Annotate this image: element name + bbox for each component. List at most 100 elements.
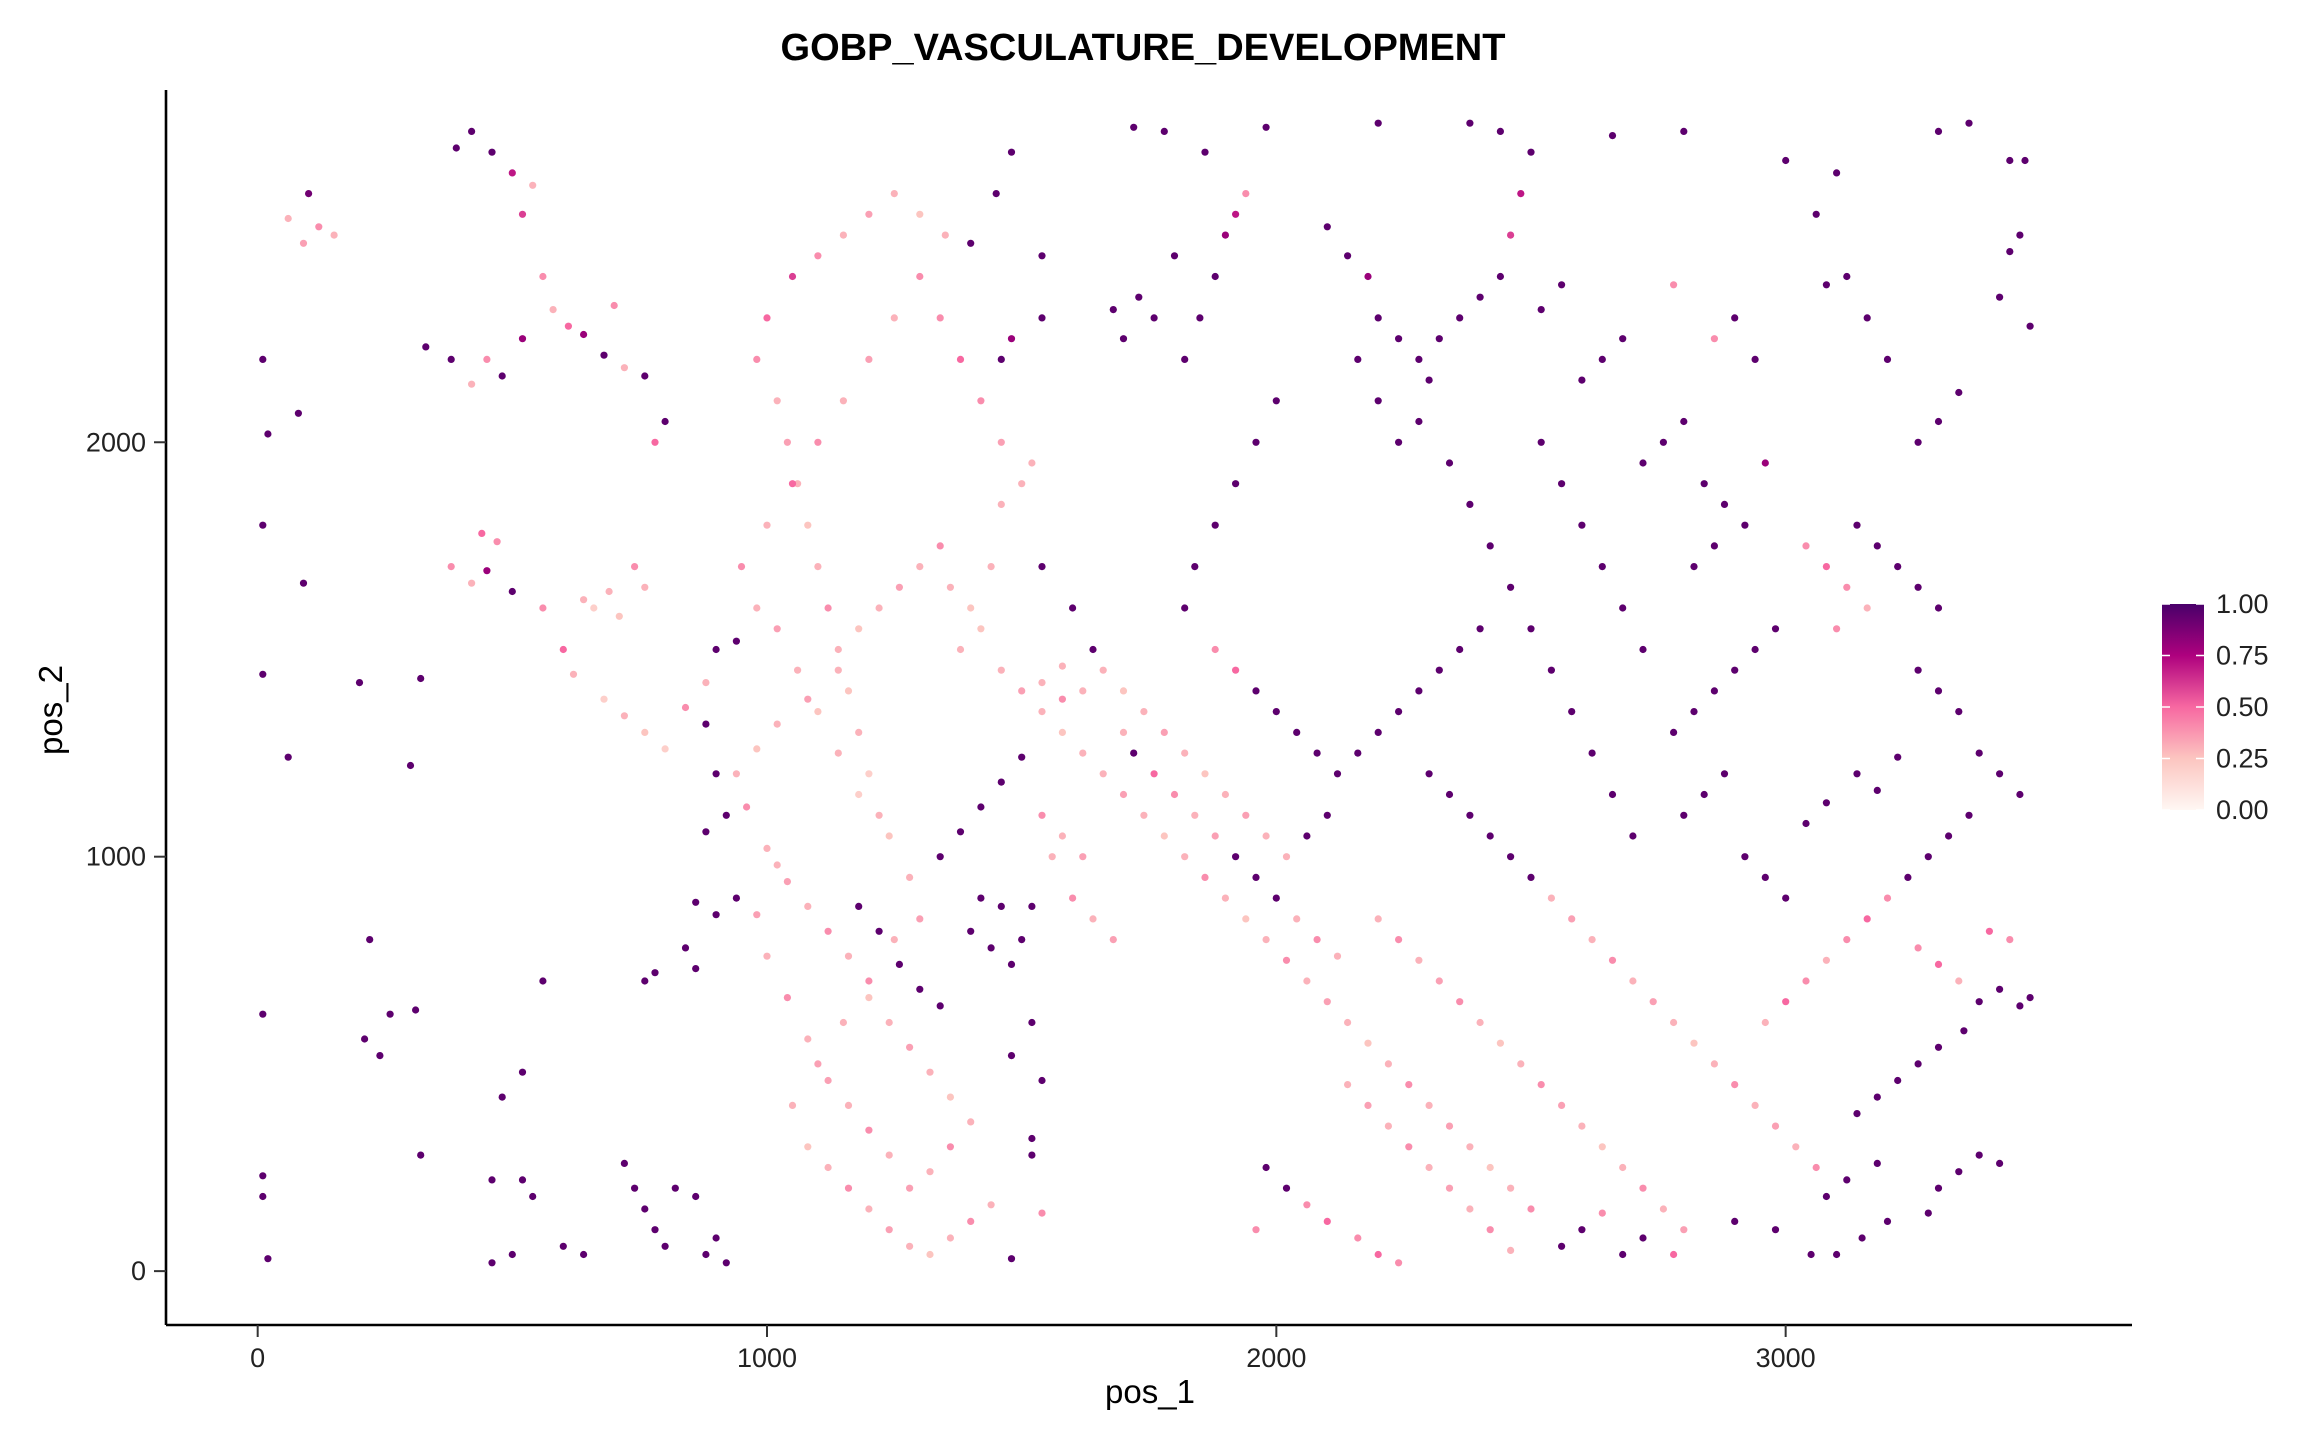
scatter-point (916, 915, 924, 923)
scatter-point (865, 1205, 873, 1213)
scatter-point (1853, 770, 1861, 778)
scatter-point (1833, 1250, 1841, 1259)
scatter-point (977, 397, 985, 405)
scatter-point (814, 438, 822, 446)
scatter-point (1690, 708, 1698, 716)
scatter-point (1395, 708, 1403, 716)
scatter-point (1863, 604, 1871, 612)
scatter-point (1975, 1151, 1983, 1159)
scatter-point (1435, 666, 1443, 674)
scatter-point (1639, 645, 1647, 654)
scatter-point (1771, 625, 1780, 633)
scatter-point (926, 1068, 934, 1076)
scatter-point (1558, 1242, 1566, 1250)
scatter-point (804, 1035, 812, 1043)
scatter-point (259, 1192, 267, 1201)
scatter-point (834, 749, 842, 757)
scatter-point (1608, 132, 1617, 140)
scatter-point (1140, 708, 1148, 716)
scatter-point (1415, 956, 1423, 964)
scatter-point (788, 480, 797, 488)
scatter-point (1201, 873, 1209, 882)
scatter-point (1934, 604, 1943, 612)
scatter-point (997, 438, 1005, 446)
scatter-point (1629, 832, 1637, 840)
scatter-point (1710, 687, 1718, 695)
scatter-point (1934, 1184, 1943, 1192)
scatter-point (549, 306, 557, 314)
scatter-point (1262, 1163, 1270, 1172)
scatter-point (1710, 542, 1718, 550)
scatter-point (997, 500, 1005, 508)
scatter-point (2006, 156, 2014, 165)
scatter-point (1038, 1076, 1046, 1085)
scatter-point (1598, 1143, 1606, 1151)
scatter-point (1527, 873, 1535, 882)
scatter-point (916, 210, 924, 218)
scatter-point (1924, 1209, 1932, 1217)
scatter-point (518, 335, 527, 343)
scatter-point (1445, 1122, 1454, 1130)
scatter-point (844, 1101, 853, 1109)
scatter-point (1751, 355, 1759, 363)
scatter-point (1996, 1159, 2004, 1167)
scatter-point (2006, 936, 2014, 944)
scatter-point (783, 438, 792, 446)
scatter-point (1629, 977, 1637, 985)
scatter-point (1853, 1110, 1861, 1118)
scatter-point (1873, 786, 1881, 795)
scatter-point (1313, 936, 1321, 944)
scatter-point (1639, 1184, 1647, 1192)
scatter-point (844, 952, 853, 960)
scatter-point (447, 563, 455, 571)
scatter-point (620, 1159, 629, 1167)
scatter-point (1323, 1217, 1331, 1225)
scatter-point (559, 645, 567, 654)
scatter-point (865, 355, 873, 363)
scatter-point (916, 985, 924, 993)
scatter-point (890, 936, 898, 944)
scatter-point (946, 583, 955, 591)
scatter-point (875, 927, 883, 935)
scatter-point (1578, 376, 1586, 384)
scatter-point (936, 1002, 944, 1010)
scatter-point (763, 314, 771, 322)
scatter-point (1028, 1134, 1036, 1143)
scatter-point (1517, 1060, 1525, 1068)
scatter-point (681, 944, 690, 952)
scatter-point (1384, 1060, 1392, 1068)
colorbar-tick-label: 1.00 (2216, 589, 2269, 619)
scatter-point (1496, 272, 1504, 281)
scatter-point (1252, 438, 1260, 446)
scatter-point (2016, 231, 2024, 239)
colorbar-tick-label: 0.75 (2216, 641, 2269, 671)
scatter-point (1782, 998, 1790, 1006)
scatter-point (631, 563, 639, 571)
scatter-point (1232, 853, 1240, 861)
scatter-point (1364, 272, 1372, 281)
scatter-point (1807, 1250, 1815, 1259)
scatter-point (1863, 915, 1871, 923)
scatter-point (1558, 1101, 1566, 1109)
scatter-point (1374, 397, 1382, 405)
scatter-point (839, 231, 848, 239)
scatter-point (2006, 248, 2014, 256)
scatter-point (1914, 1060, 1922, 1068)
scatter-point (1934, 687, 1943, 695)
scatter-point (1843, 583, 1851, 591)
y-tick-label: 0 (131, 1256, 146, 1286)
scatter-point (875, 604, 883, 612)
scatter-point (1456, 314, 1464, 322)
colorbar-ticks: 1.00 0.75 0.50 0.25 0.00 (2162, 589, 2269, 825)
scatter-point (1924, 853, 1932, 861)
scatter-point (1507, 231, 1515, 239)
scatter-point (773, 625, 781, 633)
scatter-point (1099, 666, 1107, 674)
scatter-point (580, 1250, 588, 1259)
scatter-point (1405, 1081, 1413, 1089)
scatter-point (1955, 977, 1963, 985)
scatter-point (1853, 521, 1861, 529)
scatter-point (1812, 210, 1820, 218)
scatter-point (1303, 1201, 1311, 1209)
scatter-point (518, 1068, 527, 1076)
